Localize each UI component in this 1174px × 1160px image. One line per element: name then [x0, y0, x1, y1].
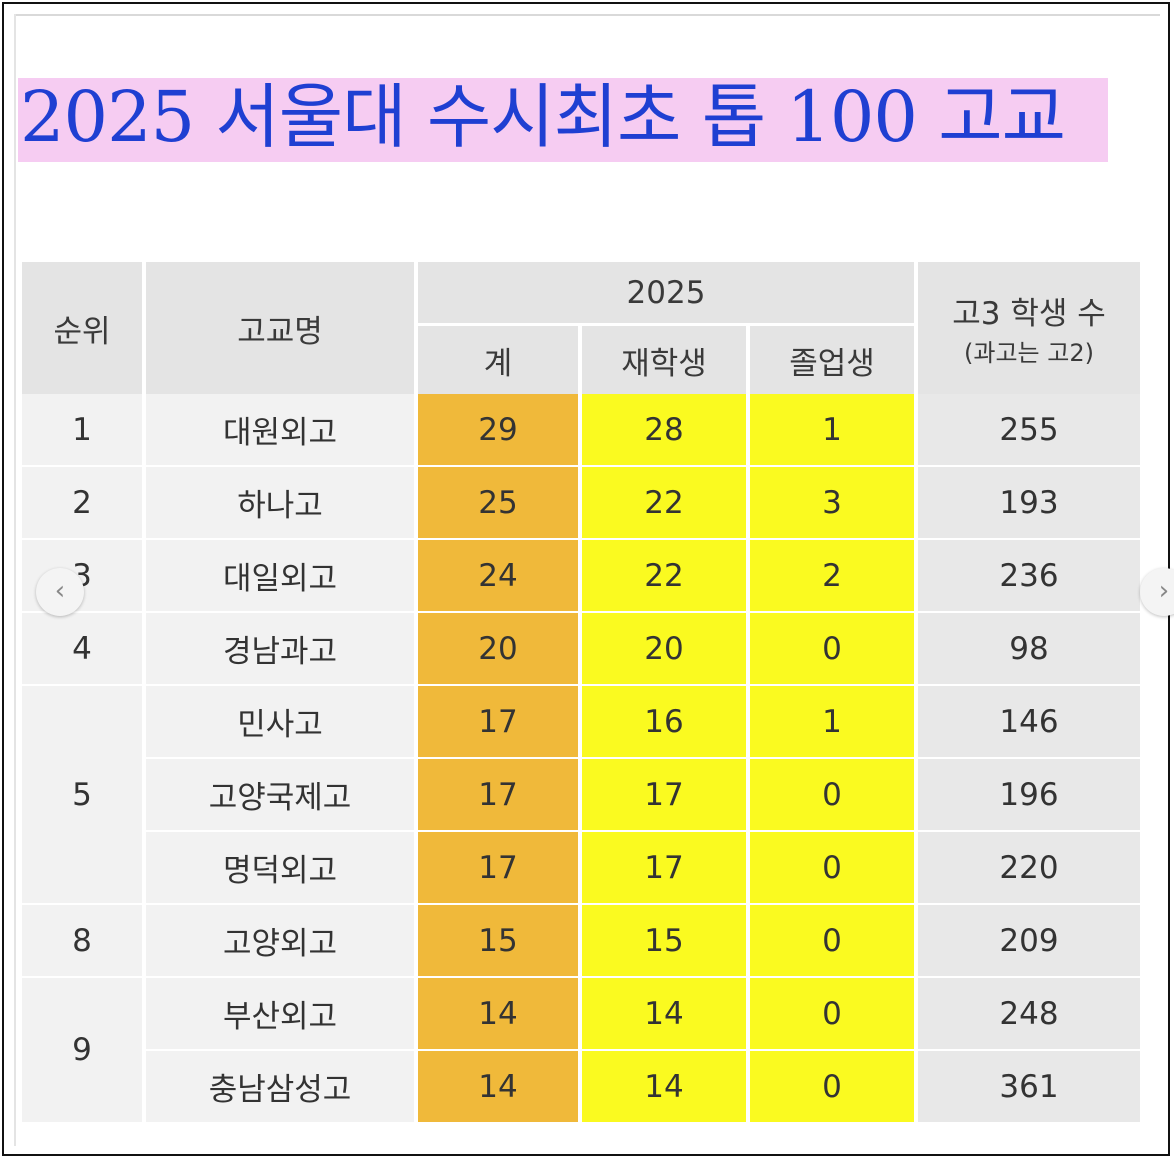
rank-cell: 5 [22, 686, 146, 905]
table-row: 9 부산외고 14 14 0 248 [22, 978, 1140, 1124]
total-cell: 17 [418, 832, 582, 905]
table-row: 4 경남과고 20 20 0 98 [22, 613, 1140, 686]
table-row: 고양국제고 17 17 0 196 [22, 759, 1140, 832]
header-rank: 순위 [22, 262, 146, 394]
school-cell: 부산외고 [146, 978, 418, 1051]
students-cell: 98 [918, 613, 1140, 686]
title-highlight [18, 78, 1108, 162]
graduate-cell: 1 [750, 394, 918, 467]
header-students-note: (과고는 고2) [964, 339, 1094, 367]
graduate-cell: 0 [750, 905, 918, 978]
total-cell: 29 [418, 394, 582, 467]
table-row: 5 민사고 17 16 1 146 [22, 686, 1140, 905]
graduate-cell: 0 [750, 832, 918, 905]
header-students-label: 고3 학생 수 [952, 296, 1106, 332]
header-total: 계 [418, 326, 582, 394]
students-cell: 220 [918, 832, 1140, 905]
total-cell: 15 [418, 905, 582, 978]
rank-cell: 1 [22, 394, 146, 467]
graduate-cell: 0 [750, 1051, 918, 1124]
school-cell: 명덕외고 [146, 832, 418, 905]
total-cell: 14 [418, 1051, 582, 1124]
students-cell: 248 [918, 978, 1140, 1051]
ranking-table: 순위 고교명 2025 고3 학생 수 (과고는 고2) 계 재학생 졸업생 1… [22, 262, 1140, 1124]
students-cell: 361 [918, 1051, 1140, 1124]
total-cell: 14 [418, 978, 582, 1051]
header-graduate: 졸업생 [750, 326, 918, 394]
graduate-cell: 0 [750, 613, 918, 686]
rank-cell: 2 [22, 467, 146, 540]
rank-cell: 4 [22, 613, 146, 686]
top-divider [14, 14, 1160, 16]
left-divider [14, 14, 16, 1146]
school-cell: 경남과고 [146, 613, 418, 686]
table-row: 충남삼성고 14 14 0 361 [22, 1051, 1140, 1124]
total-cell: 24 [418, 540, 582, 613]
header-students: 고3 학생 수 (과고는 고2) [918, 262, 1140, 394]
header-school: 고교명 [146, 262, 418, 394]
table-row: 3 대일외고 24 22 2 236 [22, 540, 1140, 613]
header-year: 2025 [418, 262, 918, 326]
rank-cell: 9 [22, 978, 146, 1124]
school-cell: 민사고 [146, 686, 418, 759]
students-cell: 196 [918, 759, 1140, 832]
table-row: 8 고양외고 15 15 0 209 [22, 905, 1140, 978]
total-cell: 25 [418, 467, 582, 540]
current-cell: 22 [582, 467, 750, 540]
page-title: 2025 서울대 수시최초 톱 100 고교 [20, 76, 1066, 158]
students-cell: 209 [918, 905, 1140, 978]
school-cell: 대일외고 [146, 540, 418, 613]
school-cell: 고양외고 [146, 905, 418, 978]
current-cell: 17 [582, 759, 750, 832]
header-current: 재학생 [582, 326, 750, 394]
graduate-cell: 0 [750, 978, 918, 1051]
chevron-right-icon: › [1158, 576, 1170, 606]
students-cell: 193 [918, 467, 1140, 540]
current-cell: 14 [582, 978, 750, 1051]
total-cell: 20 [418, 613, 582, 686]
graduate-cell: 2 [750, 540, 918, 613]
school-cell: 고양국제고 [146, 759, 418, 832]
current-cell: 14 [582, 1051, 750, 1124]
graduate-cell: 1 [750, 686, 918, 759]
school-cell: 대원외고 [146, 394, 418, 467]
chevron-left-icon: ‹ [54, 576, 66, 606]
students-cell: 255 [918, 394, 1140, 467]
current-cell: 17 [582, 832, 750, 905]
current-cell: 20 [582, 613, 750, 686]
graduate-cell: 0 [750, 759, 918, 832]
table-row: 명덕외고 17 17 0 220 [22, 832, 1140, 905]
current-cell: 22 [582, 540, 750, 613]
total-cell: 17 [418, 759, 582, 832]
students-cell: 146 [918, 686, 1140, 759]
current-cell: 16 [582, 686, 750, 759]
school-cell: 하나고 [146, 467, 418, 540]
current-cell: 15 [582, 905, 750, 978]
total-cell: 17 [418, 686, 582, 759]
school-cell: 충남삼성고 [146, 1051, 418, 1124]
table-row: 2 하나고 25 22 3 193 [22, 467, 1140, 540]
table-row: 1 대원외고 29 28 1 255 [22, 394, 1140, 467]
current-cell: 28 [582, 394, 750, 467]
prev-slide-button[interactable]: ‹ [36, 568, 84, 616]
graduate-cell: 3 [750, 467, 918, 540]
students-cell: 236 [918, 540, 1140, 613]
next-slide-button[interactable]: › [1140, 568, 1174, 616]
rank-cell: 8 [22, 905, 146, 978]
